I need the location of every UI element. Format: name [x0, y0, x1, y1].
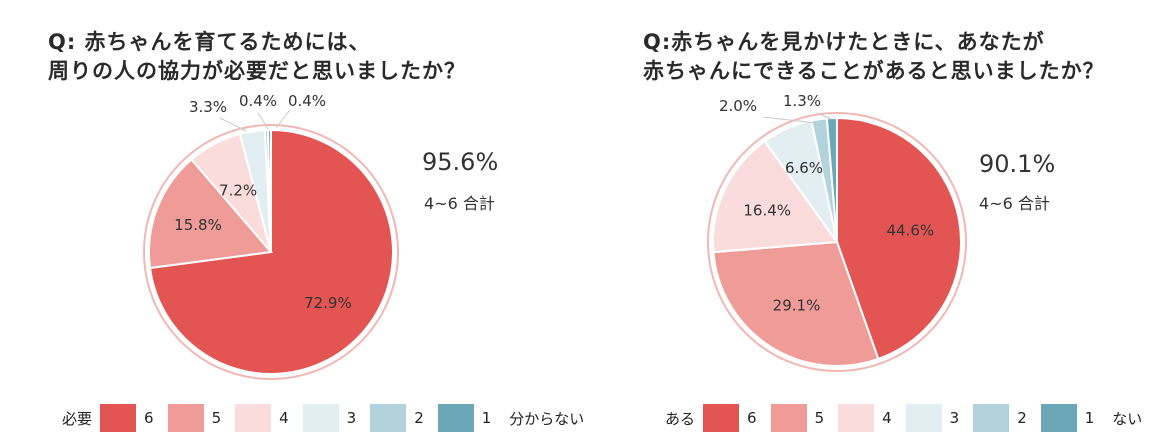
- legend-item-label: 3: [346, 409, 357, 427]
- legend-item-3: 3: [302, 404, 357, 432]
- chart-legend: 必要 6 5 4 3 2 1 分からない: [62, 403, 584, 433]
- pie-data-label-2: 2.0%: [719, 97, 757, 115]
- legend-lead-label: ある: [665, 409, 696, 428]
- legend-item-label: 2: [1017, 409, 1027, 427]
- legend-item-5: 5: [167, 404, 222, 432]
- total-label: 4~6 合計: [979, 194, 1050, 213]
- chart-panel-can-help-baby: Q:赤ちゃんを見かけたときに、あなたが 赤ちゃんにできることがあると思いましたか…: [587, 0, 1174, 443]
- legend-item-label: 2: [414, 409, 424, 427]
- legend-swatch: [770, 404, 807, 432]
- legend-item-4: 4: [838, 404, 892, 432]
- legend-swatch: [167, 404, 204, 432]
- pie-leader-line-3: [219, 117, 247, 132]
- legend-swatch: [1040, 404, 1077, 432]
- legend-item-label: 5: [814, 409, 825, 427]
- legend-item-label: 5: [211, 409, 222, 427]
- legend-item-2: 2: [370, 404, 424, 432]
- pie-leader-line-1: [816, 112, 832, 120]
- total-percentage: 95.6%: [422, 148, 499, 176]
- legend-swatch: [905, 404, 942, 432]
- pie-slice-1: [266, 128, 272, 253]
- legend-item-label: 1: [481, 409, 492, 427]
- pie-data-label-3: 6.6%: [785, 159, 823, 177]
- chart-title-line-1: Q:赤ちゃんを見かけたときに、あなたが: [643, 30, 1045, 54]
- pie-slice-6: [836, 116, 962, 361]
- legend-item-4: 4: [235, 404, 289, 432]
- legend-item-3: 3: [905, 404, 960, 432]
- pie-data-label-1: 0.4%: [288, 92, 326, 110]
- pie-chart: 44.6% 29.1% 16.4% 6.6% 2.0% 1.3%: [707, 92, 967, 372]
- pie-leader-line-2: [257, 112, 269, 130]
- pie-data-label-6: 44.6%: [886, 221, 934, 239]
- legend-item-label: 1: [1084, 409, 1095, 427]
- legend-item-label: 4: [882, 409, 892, 427]
- pie-slice-5: [712, 240, 880, 367]
- chart-title-line-1: Q: 赤ちゃんを育てるためには、: [48, 30, 371, 54]
- legend-lead-label: 必要: [62, 409, 93, 428]
- pie-data-label-4: 7.2%: [219, 181, 257, 199]
- pie-data-label-5: 29.1%: [773, 296, 821, 314]
- legend-item-1: 1: [1040, 404, 1095, 432]
- legend-item-label: 4: [279, 409, 289, 427]
- pie-leader-line-1: [275, 109, 291, 129]
- chart-legend: ある 6 5 4 3 2 1 ない: [665, 403, 1142, 433]
- pie-outer-ring: [707, 112, 967, 372]
- legend-item-6: 6: [100, 404, 154, 432]
- legend-swatch: [302, 404, 339, 432]
- pie-chart: 72.9% 15.8% 7.2% 3.3% 0.4% 0.4%: [143, 92, 399, 380]
- pie-outer-ring: [143, 124, 399, 380]
- legend-item-label: 6: [144, 409, 154, 427]
- chart-panel-helpers-needed: Q: 赤ちゃんを育てるためには、 周りの人の協力が必要だと思いましたか？ 72.…: [48, 28, 584, 433]
- chart-title: Q: 赤ちゃんを育てるためには、 周りの人の協力が必要だと思いましたか？: [48, 28, 466, 86]
- legend-item-1: 1: [437, 404, 492, 432]
- legend-swatch: [973, 404, 1010, 432]
- pie-data-label-2: 0.4%: [239, 92, 277, 110]
- pie-slice-1: [825, 116, 838, 243]
- legend-item-2: 2: [973, 404, 1027, 432]
- legend-item-label: 3: [949, 409, 960, 427]
- chart-title-line-2: 周りの人の協力が必要だと思いましたか？: [48, 59, 466, 83]
- pie-data-label-4: 16.4%: [743, 202, 791, 220]
- pie-data-label-5: 15.8%: [174, 216, 222, 234]
- legend-swatch: [437, 404, 474, 432]
- pie-data-label-3: 3.3%: [189, 98, 227, 116]
- pie-data-label-1: 1.3%: [783, 92, 821, 110]
- pie-slice-5: [148, 158, 273, 270]
- pie-slice-4: [712, 139, 839, 254]
- legend-item-6: 6: [703, 404, 757, 432]
- legend-swatch: [100, 404, 137, 432]
- pie-leader-line-2: [762, 116, 817, 124]
- legend-swatch: [703, 404, 740, 432]
- legend-trail-label: ない: [1112, 409, 1143, 428]
- legend-item-5: 5: [770, 404, 825, 432]
- pie-data-label-6: 72.9%: [304, 294, 352, 312]
- legend-item-label: 6: [747, 409, 757, 427]
- legend-trail-label: 分からない: [509, 409, 585, 428]
- chart-title-line-2: 赤ちゃんにできることがあると思いましたか？: [643, 59, 1105, 83]
- total-percentage: 90.1%: [979, 150, 1056, 178]
- chart-title: Q:赤ちゃんを見かけたときに、あなたが 赤ちゃんにできることがあると思いましたか…: [643, 28, 1105, 86]
- legend-swatch: [235, 404, 272, 432]
- legend-swatch: [370, 404, 407, 432]
- total-label: 4~6 合計: [424, 194, 495, 213]
- legend-swatch: [838, 404, 875, 432]
